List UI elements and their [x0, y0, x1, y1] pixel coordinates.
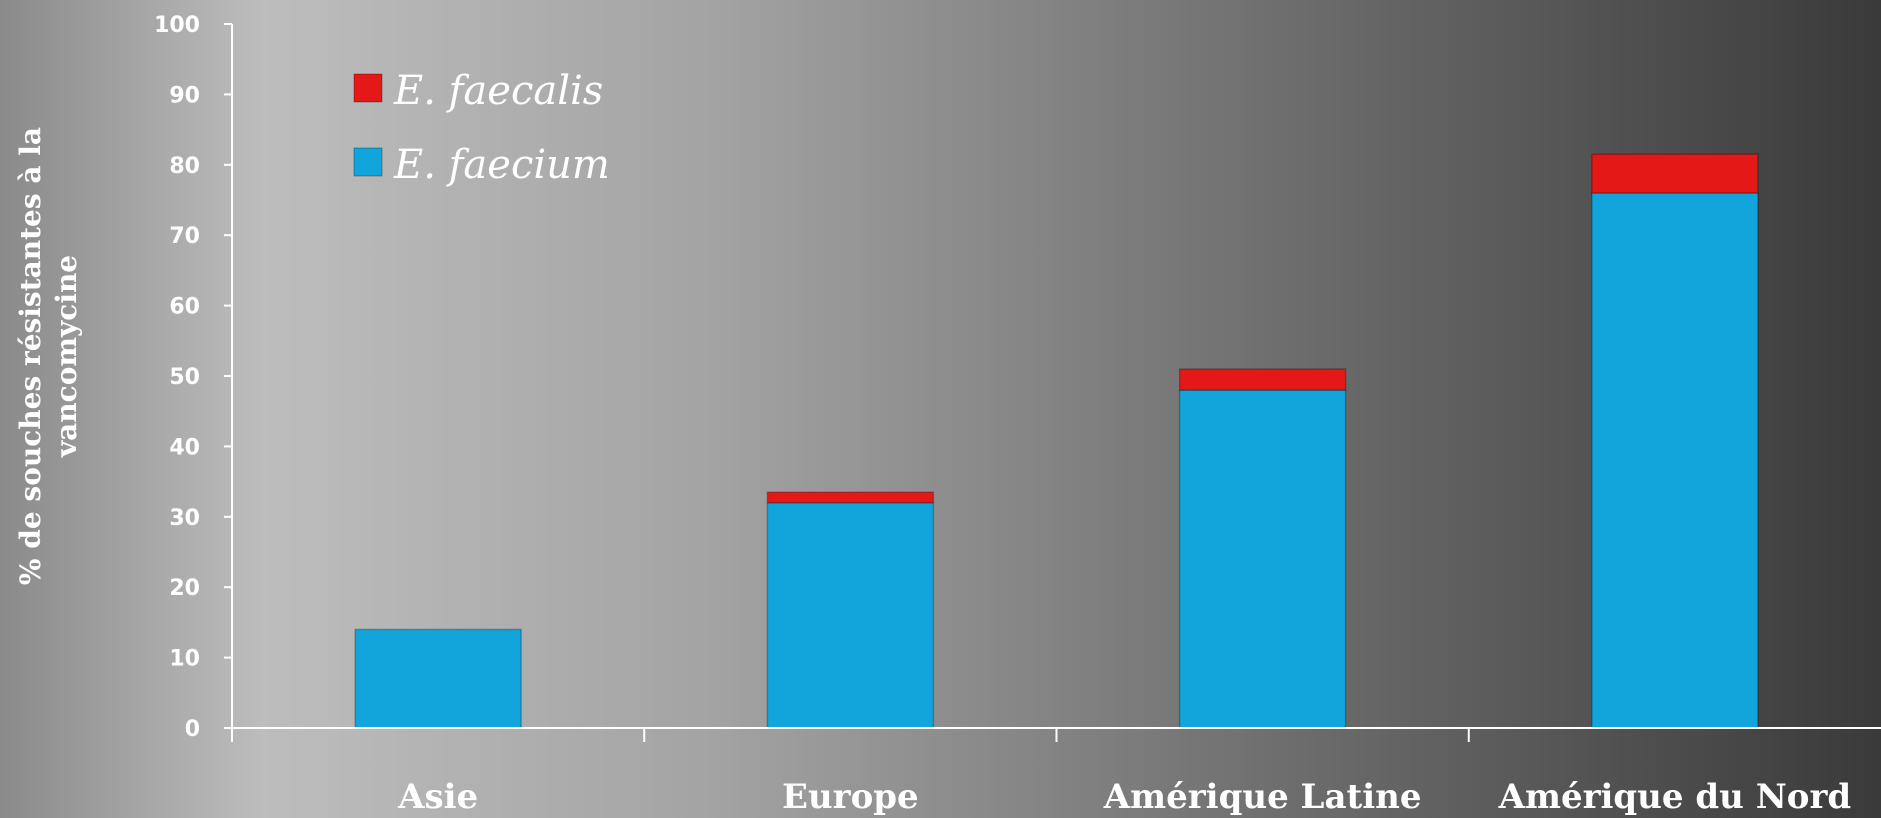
bar-segment — [1591, 192, 1759, 729]
bar-segment — [1591, 153, 1759, 194]
y-tick-label: 50 — [169, 365, 200, 390]
x-tick-label: Amérique du Nord — [1498, 777, 1852, 817]
legend-label: E. faecalis — [393, 68, 603, 114]
legend-swatch — [353, 73, 383, 103]
y-tick-label: 60 — [169, 295, 200, 320]
x-tick-label: Europe — [782, 777, 919, 817]
y-axis-title: % de souches résistantes à la vancomycin… — [14, 127, 83, 585]
legend: E. faecalis E. faecium — [353, 68, 610, 188]
y-tick-label: 10 — [169, 647, 200, 672]
bars — [354, 153, 1759, 729]
y-axis-title-line-2: vancomycine — [50, 255, 83, 458]
y-axis-ticks: 0 10 20 30 40 50 60 70 80 90 100 — [154, 13, 200, 742]
bar-segment — [1178, 389, 1347, 729]
y-axis-title-line-1: % de souches résistantes à la — [14, 127, 47, 585]
axes — [224, 23, 1881, 742]
x-tick-label: Asie — [397, 777, 478, 817]
legend-label: E. faecium — [393, 142, 610, 188]
y-tick-label: 30 — [169, 506, 200, 531]
legend-swatch — [353, 147, 383, 177]
bar-segment — [1178, 368, 1347, 391]
bar-segment — [354, 628, 522, 729]
y-tick-label: 80 — [169, 154, 200, 179]
bar-segment — [766, 501, 935, 729]
x-axis-labels: Asie Europe Amérique Latine Amérique du Nor… — [397, 777, 1851, 817]
x-tick-label: Amérique Latine — [1103, 777, 1422, 817]
y-tick-label: 20 — [169, 576, 200, 601]
y-tick-label: 40 — [169, 435, 200, 460]
bar-segment — [766, 491, 935, 504]
y-tick-label: 70 — [169, 224, 200, 249]
y-tick-label: 100 — [154, 13, 200, 38]
y-tick-label: 90 — [169, 83, 200, 108]
y-tick-label: 0 — [185, 717, 200, 742]
